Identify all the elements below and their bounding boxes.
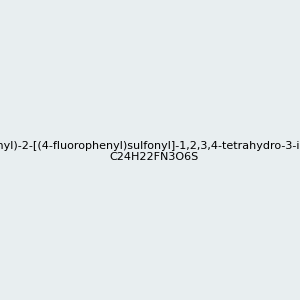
Text: N-(4-ethoxy-2-nitrophenyl)-2-[(4-fluorophenyl)sulfonyl]-1,2,3,4-tetrahydro-3-iso: N-(4-ethoxy-2-nitrophenyl)-2-[(4-fluorop… — [0, 141, 300, 162]
